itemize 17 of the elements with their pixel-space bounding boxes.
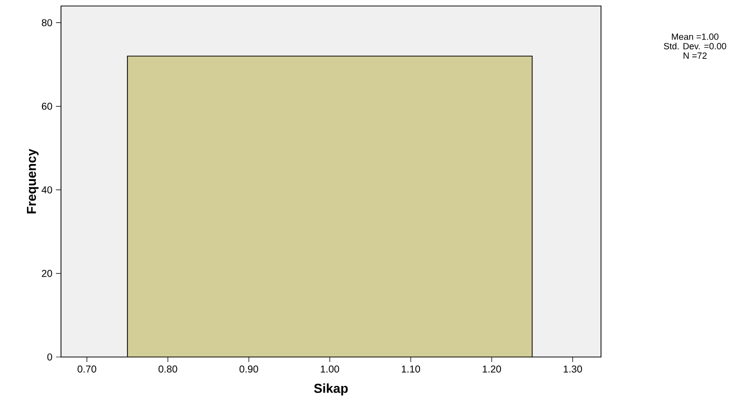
y-tick-label: 20 <box>42 270 52 277</box>
x-tick-label: 1.20 <box>482 366 502 373</box>
x-axis-title: Sikap <box>314 383 348 396</box>
x-tick-label: 0.90 <box>240 366 258 373</box>
y-tick-label: 60 <box>42 102 52 110</box>
y-tick-label: 40 <box>42 186 52 194</box>
y-tick-label: 80 <box>42 19 52 26</box>
text: Mean =1.00 <box>672 34 718 40</box>
text: Std. Dev. =0.00 <box>664 42 726 50</box>
y-axis-title: Frequency <box>26 148 39 214</box>
y-tick-label: 0 <box>47 353 52 361</box>
text: N =72 <box>684 52 707 59</box>
x-tick-label: 0.80 <box>158 366 178 373</box>
x-tick-label: 1.00 <box>320 366 340 373</box>
x-tick-label: 1.30 <box>564 366 582 373</box>
x-tick-label: 1.10 <box>402 366 420 373</box>
x-tick-label: 0.70 <box>78 366 96 373</box>
